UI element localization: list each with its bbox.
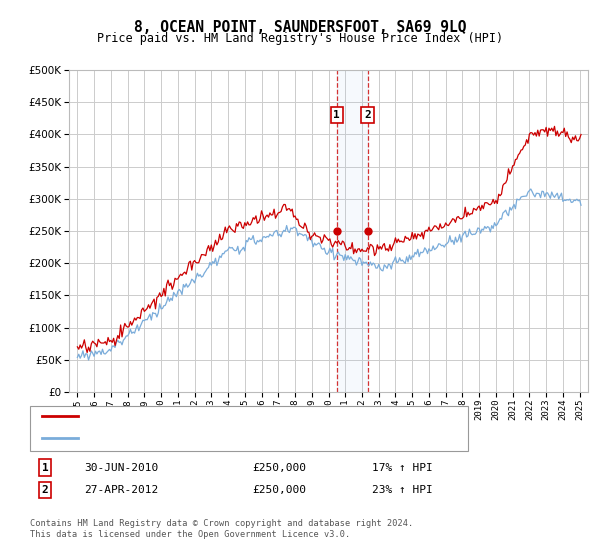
Text: 17% ↑ HPI: 17% ↑ HPI <box>372 463 433 473</box>
Text: 8, OCEAN POINT, SAUNDERSFOOT, SA69 9LQ (detached house): 8, OCEAN POINT, SAUNDERSFOOT, SA69 9LQ (… <box>84 411 428 421</box>
Text: Price paid vs. HM Land Registry's House Price Index (HPI): Price paid vs. HM Land Registry's House … <box>97 32 503 45</box>
Text: HPI: Average price, detached house, Pembrokeshire: HPI: Average price, detached house, Pemb… <box>84 433 390 443</box>
Text: Contains HM Land Registry data © Crown copyright and database right 2024.
This d: Contains HM Land Registry data © Crown c… <box>30 520 413 539</box>
Text: £250,000: £250,000 <box>252 463 306 473</box>
Text: 27-APR-2012: 27-APR-2012 <box>84 485 158 495</box>
Bar <box>337 70 368 392</box>
Text: 30-JUN-2010: 30-JUN-2010 <box>84 463 158 473</box>
Text: 1: 1 <box>334 110 340 120</box>
Text: 23% ↑ HPI: 23% ↑ HPI <box>372 485 433 495</box>
Text: 1: 1 <box>41 463 49 473</box>
Text: 2: 2 <box>41 485 49 495</box>
Text: 2: 2 <box>364 110 371 120</box>
Text: 8, OCEAN POINT, SAUNDERSFOOT, SA69 9LQ: 8, OCEAN POINT, SAUNDERSFOOT, SA69 9LQ <box>134 20 466 35</box>
Text: £250,000: £250,000 <box>252 485 306 495</box>
